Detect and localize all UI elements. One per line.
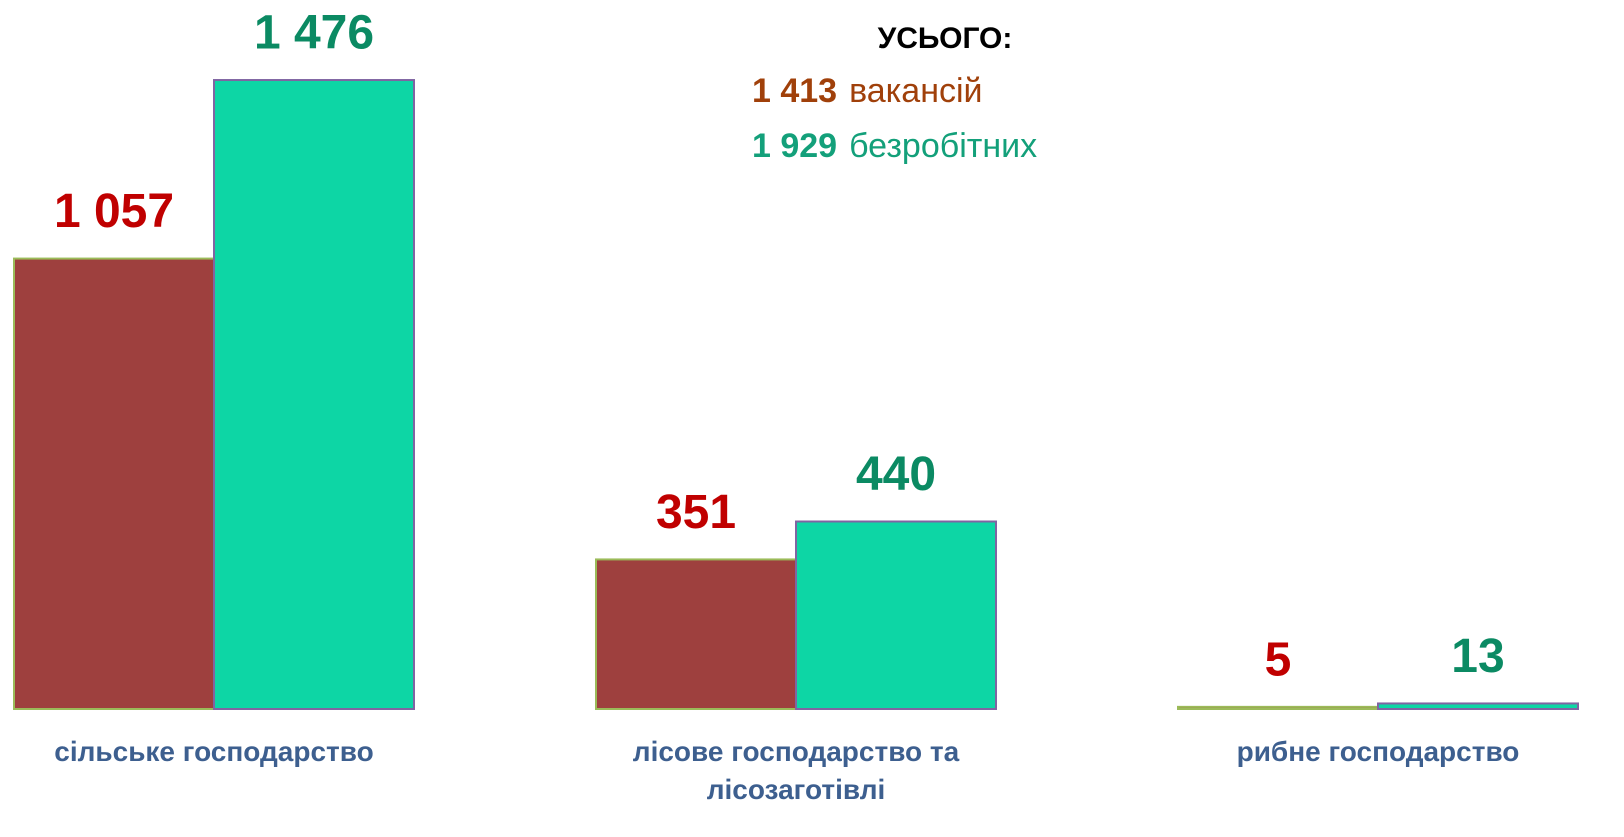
bar [795, 520, 997, 711]
value-label: 440 [856, 448, 936, 501]
summary-line: 1 929 безробітних [752, 127, 1037, 165]
summary-line: 1 413 вакансій [752, 72, 983, 110]
bar [13, 257, 215, 710]
bar [213, 79, 415, 710]
summary-title: УСЬОГО: [878, 22, 1013, 55]
summary-number: 1 413 [752, 72, 837, 110]
value-label: 1 057 [54, 185, 174, 238]
bar [1377, 702, 1579, 710]
x-tick-label: сільське господарство [54, 736, 374, 767]
bar [595, 558, 797, 710]
x-tick-label: лісове господарство та лісозаготівлі [632, 736, 960, 805]
value-label: 13 [1451, 630, 1504, 683]
x-tick-label: рибне господарство [1236, 736, 1520, 767]
summary-text: вакансій [849, 72, 982, 110]
value-label: 1 476 [254, 7, 374, 60]
bar [1177, 705, 1379, 710]
summary-number: 1 929 [752, 127, 837, 165]
value-label: 351 [656, 486, 736, 539]
value-label: 5 [1265, 634, 1292, 687]
summary-text: безробітних [849, 127, 1037, 165]
